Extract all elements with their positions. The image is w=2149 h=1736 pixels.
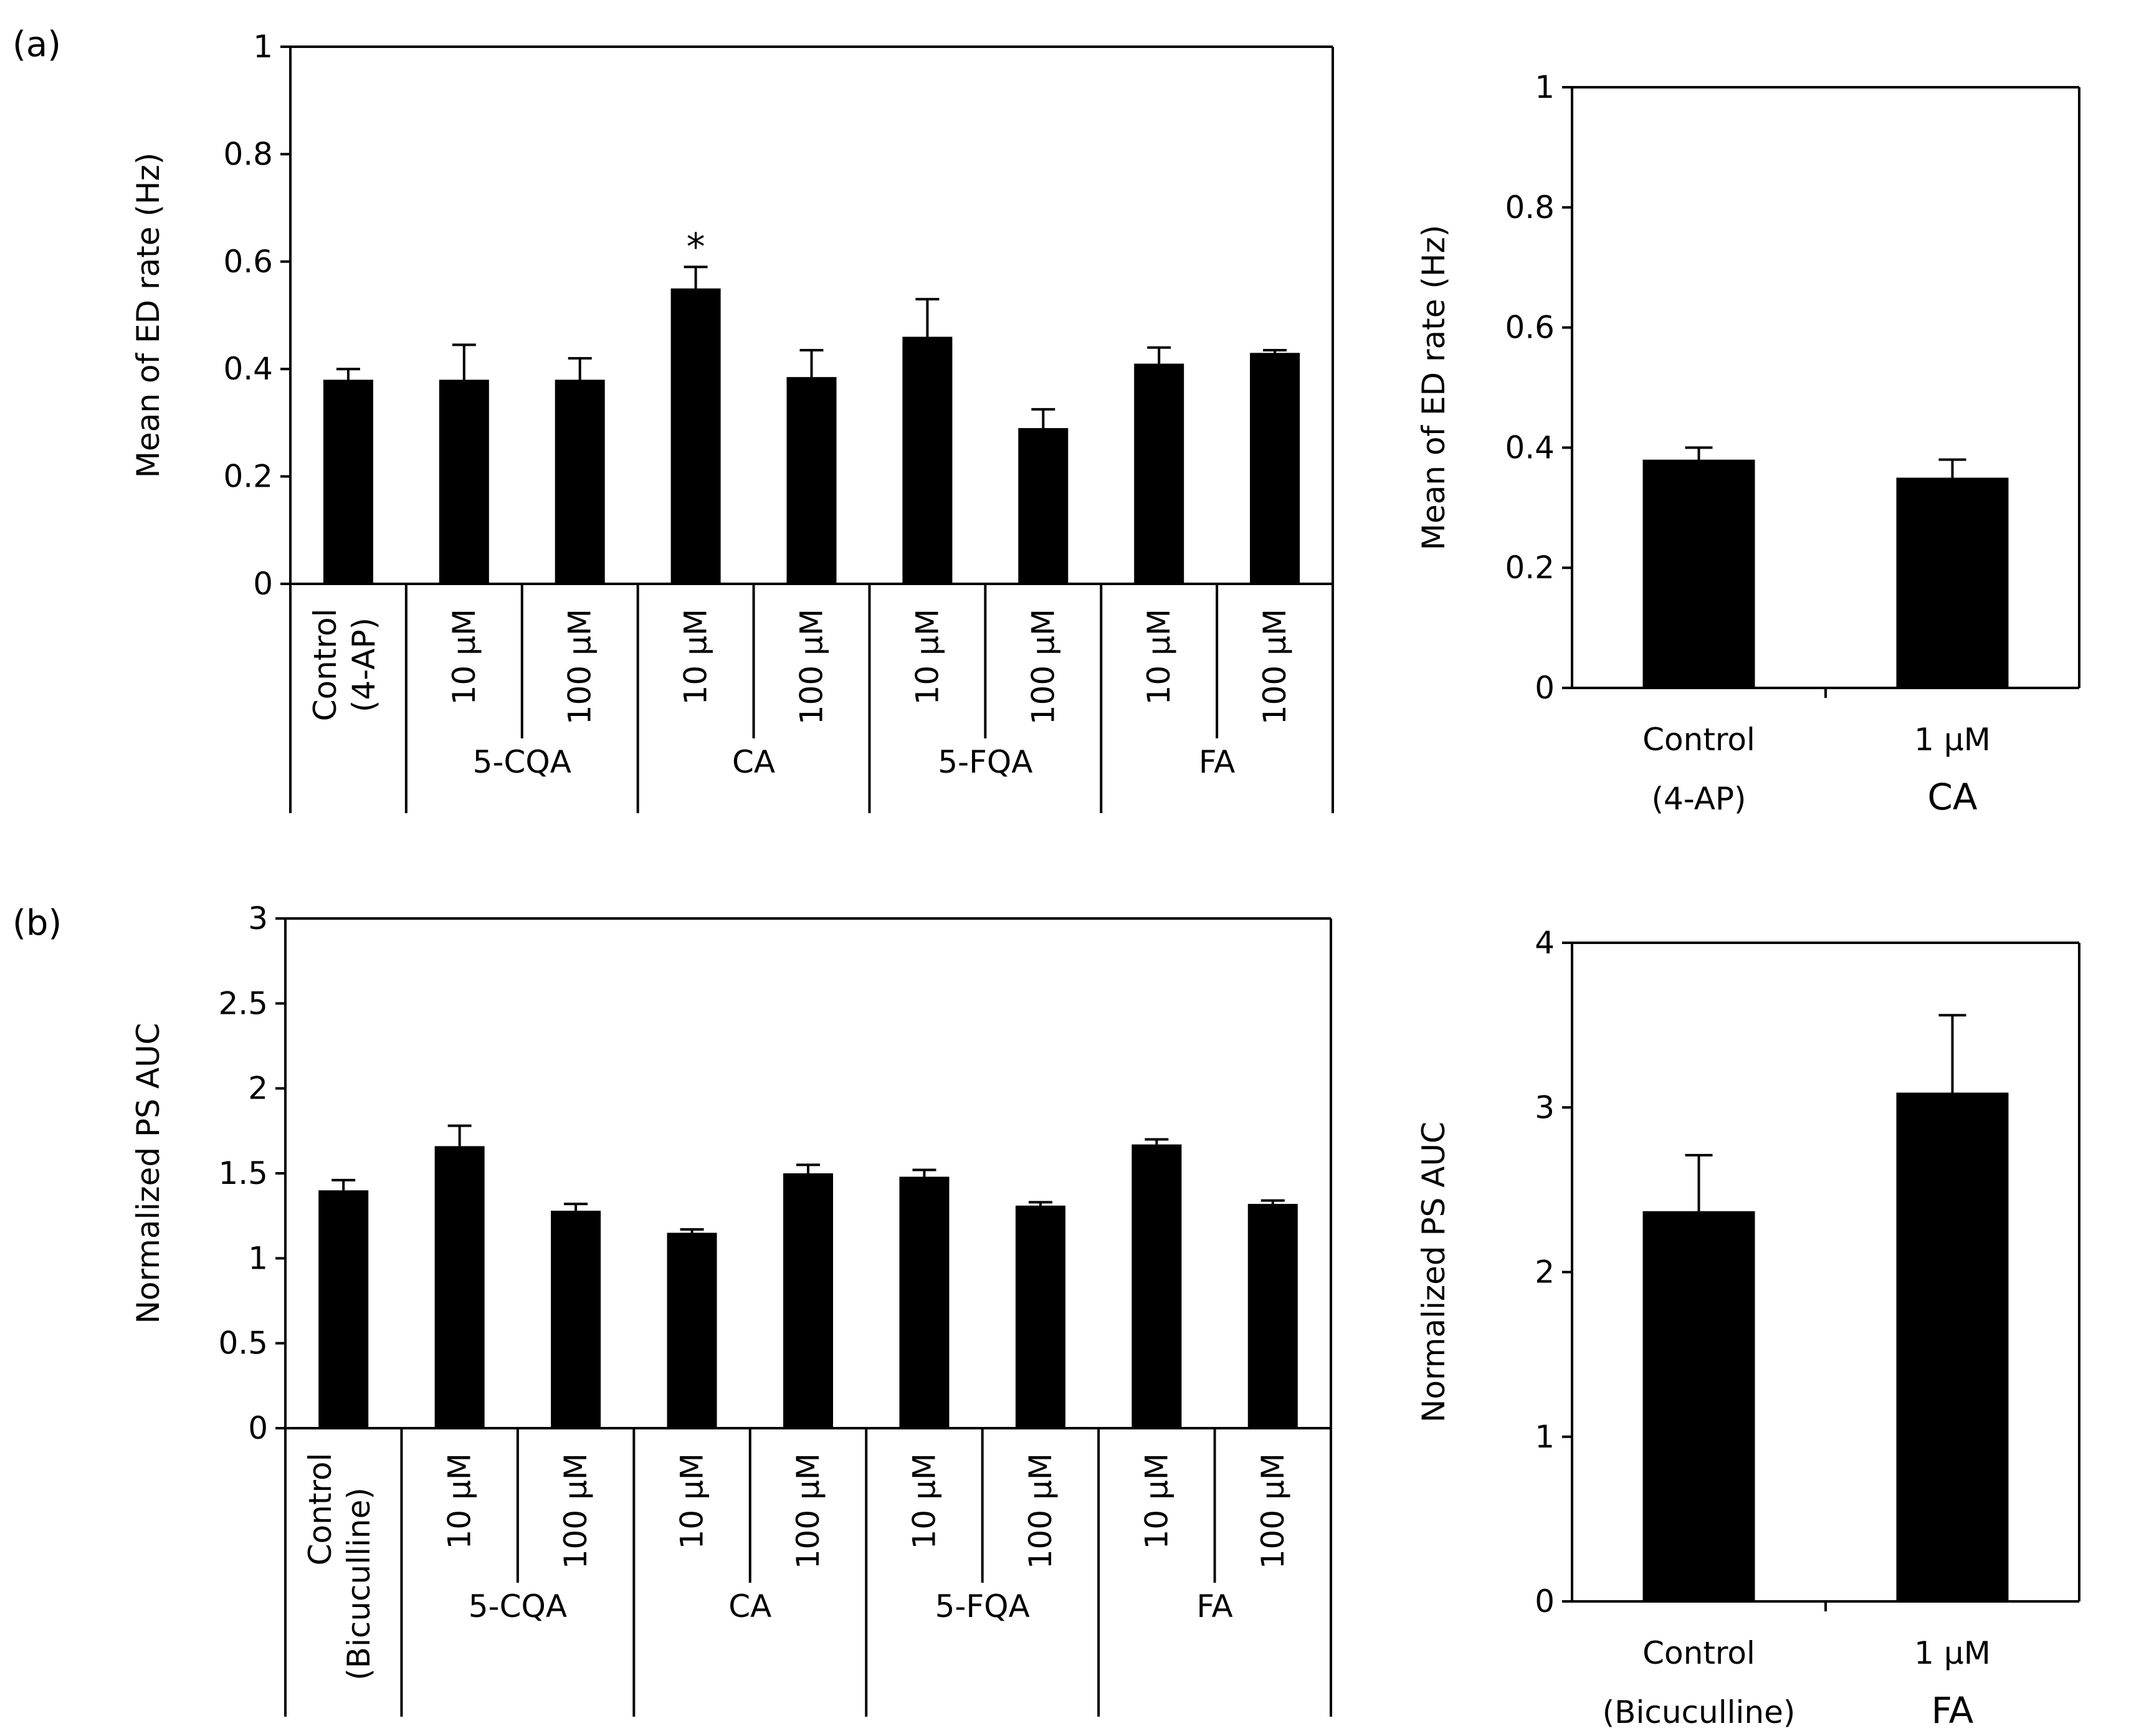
y-tick-label: 2 xyxy=(248,1071,268,1107)
category-label: 100 μM xyxy=(794,609,830,725)
category-label: 1 μM xyxy=(1914,722,1991,758)
bar xyxy=(1247,1204,1298,1428)
category-label: 100 μM xyxy=(1255,1453,1291,1569)
category-label: 10 μM xyxy=(1138,1453,1175,1549)
bar xyxy=(786,377,837,584)
category-label: 10 μM xyxy=(678,609,714,705)
bar xyxy=(783,1173,833,1428)
y-tick-label: 0.6 xyxy=(1505,310,1555,346)
category-label: 10 μM xyxy=(442,1453,478,1549)
category-label-sub: (4-AP) xyxy=(346,618,382,712)
y-axis-label: Normalized PS AUC xyxy=(130,1023,166,1324)
bar xyxy=(1015,1205,1065,1428)
y-axis-label: Mean of ED rate (Hz) xyxy=(1416,225,1452,551)
category-label-sub: (Bicuculline) xyxy=(341,1487,377,1681)
y-tick-label: 0.8 xyxy=(223,136,273,172)
category-label-sub: (4-AP) xyxy=(1651,781,1746,817)
group-label: 5-FQA xyxy=(935,1588,1030,1624)
chart-a-left: 0 0.2 0.4 0.6 0.8 1 Mean of ED rate (Hz) * Contr… xyxy=(130,29,1334,813)
category-label-sub: CA xyxy=(1927,776,1977,818)
y-tick-label: 2 xyxy=(1535,1254,1555,1290)
panel-label-a: (a) xyxy=(12,24,61,65)
bar xyxy=(902,336,953,584)
y-axis-label: Mean of ED rate (Hz) xyxy=(130,153,166,479)
category-label: 10 μM xyxy=(906,1453,942,1549)
significance-marker: * xyxy=(687,225,705,269)
y-axis-label: Normalized PS AUC xyxy=(1416,1122,1452,1423)
y-tick-label: 2.5 xyxy=(218,985,268,1021)
category-label: Control xyxy=(302,1453,338,1566)
category-label: 10 μM xyxy=(909,609,945,705)
y-tick-label: 0 xyxy=(1535,1583,1555,1619)
bar xyxy=(1642,459,1755,688)
category-label: Control xyxy=(307,609,343,722)
bar xyxy=(318,1190,369,1428)
chart-a-right: 0 0.2 0.4 0.6 0.8 1 Mean of ED rate (Hz) Contro… xyxy=(1416,69,2080,818)
category-label: Control xyxy=(1642,1635,1755,1671)
bar xyxy=(1250,353,1300,584)
bar xyxy=(1896,1092,2009,1601)
bar xyxy=(670,288,721,584)
y-tick-label: 3 xyxy=(248,900,268,937)
bar xyxy=(667,1233,717,1428)
y-tick-label: 4 xyxy=(1535,925,1555,961)
y-tick-label: 0 xyxy=(253,566,273,602)
y-tick-label: 1 xyxy=(1535,1419,1555,1455)
group-label: CA xyxy=(732,744,775,780)
y-tick-label: 0.2 xyxy=(1505,550,1555,586)
chart-b-right: 0 1 2 3 4 Normalized PS AUC Control (Bicucullin… xyxy=(1416,925,2080,1732)
y-tick-label: 0.5 xyxy=(218,1325,268,1362)
y-tick-label: 0 xyxy=(248,1410,268,1446)
y-tick-label: 1 xyxy=(1535,69,1555,105)
category-label: 10 μM xyxy=(1141,609,1177,705)
category-label: 100 μM xyxy=(562,609,598,725)
y-tick-label: 3 xyxy=(1535,1089,1555,1125)
group-label: 5-CQA xyxy=(473,744,571,780)
bar xyxy=(551,1210,601,1428)
y-tick-label: 1 xyxy=(248,1240,268,1276)
bar xyxy=(323,379,373,584)
category-label: 100 μM xyxy=(558,1453,594,1569)
category-label: 100 μM xyxy=(1022,1453,1059,1569)
y-tick-label: 1.5 xyxy=(218,1155,268,1191)
panel-label-b: (b) xyxy=(12,903,62,943)
category-label: 100 μM xyxy=(1025,609,1061,725)
group-label: CA xyxy=(728,1588,771,1624)
y-tick-label: 0.6 xyxy=(223,244,273,280)
category-label: Control xyxy=(1642,722,1755,758)
bar xyxy=(555,379,605,584)
y-tick-label: 0.4 xyxy=(1505,429,1555,465)
category-label-sub: (Bicuculline) xyxy=(1603,1694,1796,1730)
group-label: FA xyxy=(1199,744,1235,780)
y-tick-label: 1 xyxy=(253,29,273,65)
bar xyxy=(439,379,489,584)
y-tick-label: 0.4 xyxy=(223,351,273,387)
y-tick-label: 0.8 xyxy=(1505,189,1555,226)
bar xyxy=(899,1176,950,1428)
y-tick-label: 0.2 xyxy=(223,459,273,495)
category-label: 1 μM xyxy=(1914,1635,1991,1671)
bar xyxy=(1896,477,2009,688)
category-label: 100 μM xyxy=(790,1453,826,1569)
category-label-sub: FA xyxy=(1932,1689,1974,1732)
bar xyxy=(1132,1144,1182,1428)
group-label: FA xyxy=(1196,1588,1232,1624)
category-label: 10 μM xyxy=(446,609,482,705)
group-label: 5-CQA xyxy=(469,1588,567,1624)
category-label: 100 μM xyxy=(1257,609,1293,725)
bar xyxy=(1642,1211,1755,1601)
chart-b-left: 0 0.5 1 1.5 2 2.5 3 Normalized PS AUC Control (Bi… xyxy=(130,900,1332,1717)
group-label: 5-FQA xyxy=(938,744,1032,780)
y-tick-label: 0 xyxy=(1535,670,1555,706)
bar xyxy=(1134,363,1184,584)
category-label: 10 μM xyxy=(674,1453,710,1549)
bar xyxy=(434,1146,485,1428)
bar xyxy=(1018,428,1069,584)
